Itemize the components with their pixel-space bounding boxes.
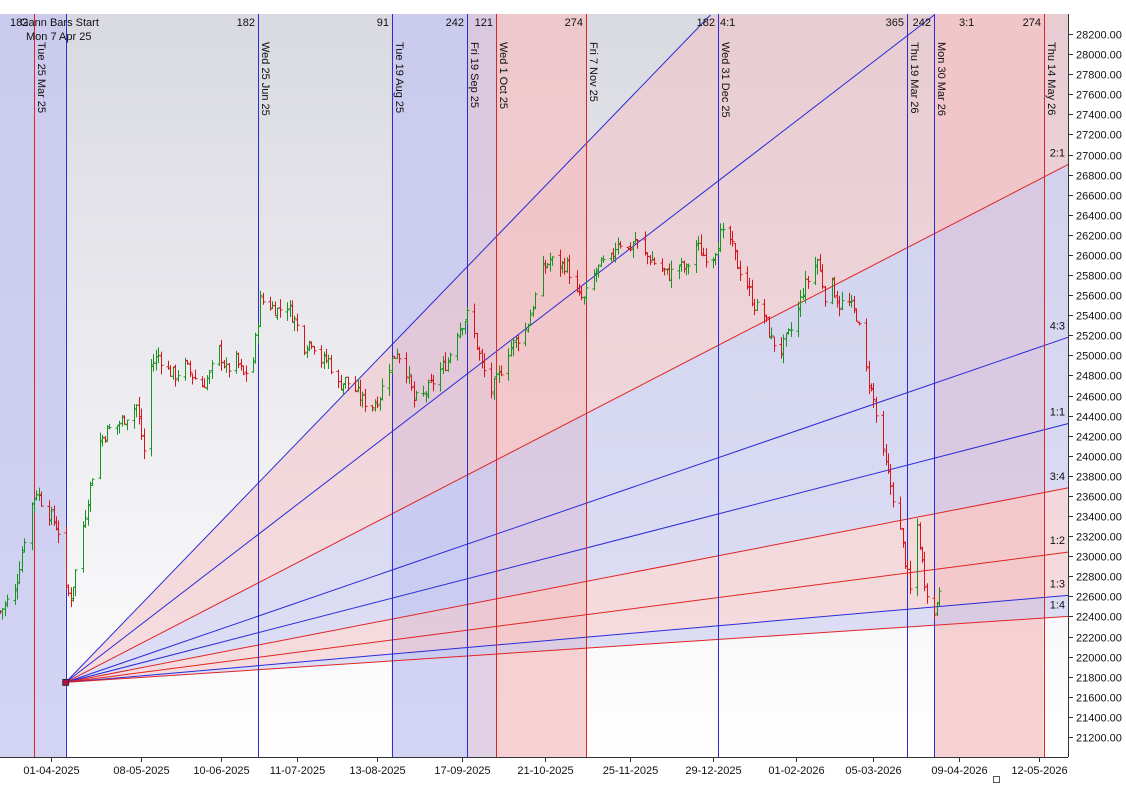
time-line-date-label: Tue 19 Aug 25 [393, 42, 405, 113]
fan-line [65, 14, 935, 683]
time-line-count-label: 182 [237, 17, 255, 29]
y-tick-label: 21600.00 [1076, 693, 1122, 705]
x-tick-label: 01-04-2025 [23, 765, 79, 777]
fan-ratio-label: 1:3 [1050, 578, 1065, 590]
fan-line [65, 164, 1069, 683]
x-tick-label: 11-07-2025 [270, 765, 325, 777]
x-tick-label: 10-06-2025 [193, 765, 249, 777]
time-line-count-label: 242 [913, 17, 931, 29]
y-tick-label: 25400.00 [1076, 311, 1122, 323]
y-tick-label: 23200.00 [1076, 532, 1122, 544]
top-count-label: 182 [10, 17, 28, 29]
y-tick-label: 22000.00 [1076, 653, 1122, 665]
time-line-date-label: Wed 1 Oct 25 [497, 42, 509, 109]
labels: Tue 25 Mar 25 Wed 25 Jun 25 182 Tue 19 Aug … [10, 17, 1065, 611]
y-tick-label: 27400.00 [1076, 110, 1122, 122]
y-tick-label: 26000.00 [1076, 251, 1122, 263]
time-line-count-label: 182 [697, 17, 715, 29]
time-line-date-label: Mon 30 Mar 26 [935, 42, 947, 116]
y-tick-label: 26600.00 [1076, 191, 1122, 203]
y-tick-label: 24800.00 [1076, 371, 1122, 383]
x-tick-label: 08-05-2025 [113, 765, 169, 777]
top-count-label: 4:1 [720, 17, 735, 29]
origin-marker [62, 678, 70, 686]
time-line-count-label: 121 [475, 17, 493, 29]
y-tick-label: 25000.00 [1076, 351, 1122, 363]
time-band [0, 14, 66, 757]
y-tick-label: 21400.00 [1076, 713, 1122, 725]
time-lines [34, 14, 1045, 757]
y-tick-label: 26800.00 [1076, 171, 1122, 183]
time-line-date-label: Thu 19 Mar 26 [908, 42, 920, 114]
y-tick-label: 26400.00 [1076, 211, 1122, 223]
y-tick-label: 25600.00 [1076, 291, 1122, 303]
y-tick-label: 25200.00 [1076, 331, 1122, 343]
gann-origin [62, 678, 70, 686]
y-tick-label: 23400.00 [1076, 512, 1122, 524]
axes: 21200.00 21400.00 21600.00 21800.00 22000.00… [0, 14, 1122, 777]
y-tick-label: 24600.00 [1076, 392, 1122, 404]
y-tick-label: 22800.00 [1076, 572, 1122, 584]
y-tick-label: 27200.00 [1076, 130, 1122, 142]
x-tick-label: 21-10-2025 [517, 765, 573, 777]
fan-line [65, 423, 1069, 683]
y-tick-label: 23000.00 [1076, 552, 1122, 564]
price-bars [0, 222, 942, 621]
x-tick-label: 01-02-2026 [768, 765, 824, 777]
y-tick-label: 28200.00 [1076, 30, 1122, 42]
x-tick-label: 09-04-2026 [931, 765, 987, 777]
fan-ratio-label: 1:1 [1050, 407, 1065, 419]
y-tick-label: 24200.00 [1076, 432, 1122, 444]
time-line-date-label: Wed 25 Jun 25 [259, 42, 271, 116]
fan-ratio-label: 1:2 [1050, 535, 1065, 547]
y-tick-label: 23800.00 [1076, 472, 1122, 484]
y-tick-label: 22600.00 [1076, 592, 1122, 604]
y-tick-label: 22400.00 [1076, 612, 1122, 624]
time-line-count-label: 242 [446, 17, 464, 29]
gann-start-label: Gann Bars Start [20, 17, 99, 29]
y-tick-label: 24400.00 [1076, 412, 1122, 424]
y-tick-label: 24000.00 [1076, 452, 1122, 464]
fan-line [65, 594, 1069, 683]
fan-ratio-label: 1:4 [1050, 599, 1065, 611]
time-line-count-label: 91 [377, 17, 389, 29]
y-tick-label: 27800.00 [1076, 70, 1122, 82]
fan-line [65, 551, 1069, 683]
time-line-date-label: Tue 25 Mar 25 [35, 42, 47, 113]
x-tick-label: 13-08-2025 [349, 765, 405, 777]
fan-line [65, 615, 1069, 683]
time-line-count-label: 365 [886, 17, 904, 29]
scroll-corner-handle[interactable] [993, 776, 1000, 783]
gann-start-date: Mon 7 Apr 25 [26, 31, 91, 43]
y-tick-label: 27000.00 [1076, 151, 1122, 163]
fan-wedge [65, 14, 1068, 683]
x-tick-label: 25-11-2025 [603, 765, 658, 777]
top-count-label: 3:1 [959, 17, 974, 29]
time-line-date-label: Fri 19 Sep 25 [468, 42, 480, 108]
y-tick-label: 25800.00 [1076, 271, 1122, 283]
time-line-count-label: 274 [565, 17, 583, 29]
time-line-count-label: 274 [1023, 17, 1041, 29]
fan-line [65, 14, 711, 683]
time-line-date-label: Wed 31 Dec 25 [719, 42, 731, 118]
y-tick-label: 26200.00 [1076, 231, 1122, 243]
y-tick-label: 21800.00 [1076, 673, 1122, 685]
x-tick-label: 17-09-2025 [434, 765, 490, 777]
y-tick-label: 28000.00 [1076, 50, 1122, 62]
x-tick-label: 05-03-2026 [845, 765, 901, 777]
y-tick-label: 27600.00 [1076, 90, 1122, 102]
y-tick-label: 21200.00 [1076, 733, 1122, 745]
time-line-date-label: Fri 7 Nov 25 [587, 42, 599, 102]
fan-ratio-label: 2:1 [1050, 148, 1065, 160]
y-tick-label: 23600.00 [1076, 492, 1122, 504]
time-line-date-label: Thu 14 May 26 [1045, 42, 1057, 115]
fan-ratio-label: 4:3 [1050, 320, 1065, 332]
x-tick-label: 12-05-2026 [1011, 765, 1067, 777]
x-tick-label: 29-12-2025 [685, 765, 741, 777]
fan-ratio-label: 3:4 [1050, 471, 1065, 483]
fan-line [65, 336, 1069, 683]
y-tick-label: 22200.00 [1076, 633, 1122, 645]
